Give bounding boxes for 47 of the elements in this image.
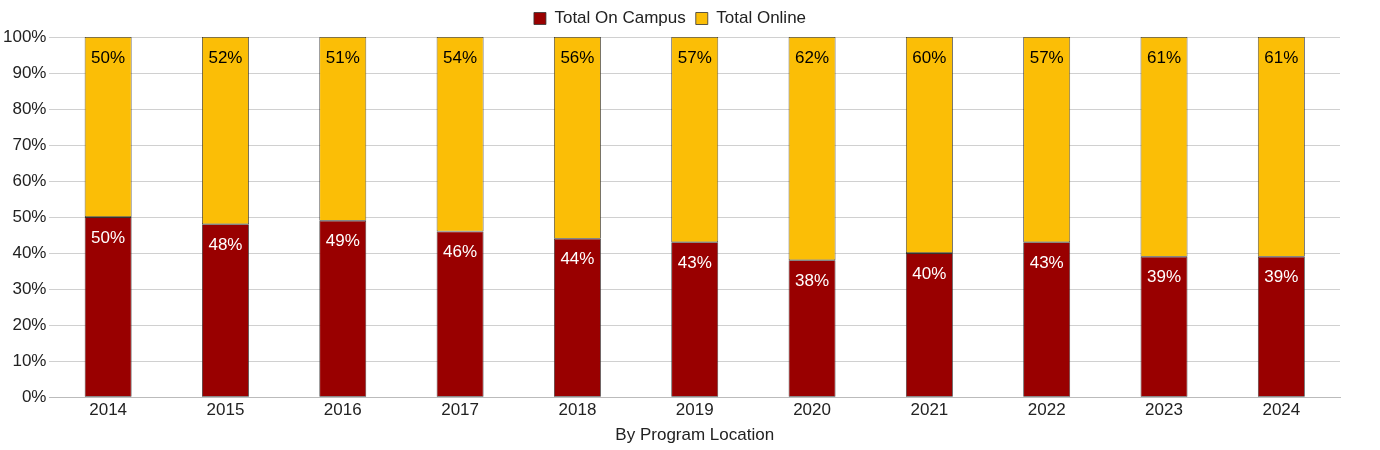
x-tick-label: 2017 (441, 400, 480, 420)
y-tick-label: 90% (12, 62, 47, 82)
data-label: 46% (443, 242, 478, 262)
data-label: 51% (325, 47, 360, 67)
data-label: 39% (1264, 267, 1299, 287)
y-tick-label: 70% (12, 134, 47, 154)
data-label: 61% (1147, 47, 1182, 67)
y-tick-label: 20% (12, 314, 47, 334)
data-label: 48% (208, 234, 243, 254)
data-label: 52% (208, 47, 243, 67)
y-tick-label: 10% (12, 350, 47, 370)
data-label: 49% (325, 231, 360, 251)
y-tick-label: 100% (3, 26, 47, 46)
x-axis-title: By Program Location (615, 425, 775, 445)
legend-label: Total Online (716, 8, 807, 28)
x-tick-label: 2018 (558, 400, 597, 420)
y-tick-label: 0% (21, 386, 47, 406)
y-tick-label: 40% (12, 242, 47, 262)
data-label: 43% (677, 253, 712, 272)
x-tick-label: 2019 (675, 400, 714, 420)
x-tick-label: 2022 (1027, 400, 1066, 420)
data-label: 39% (1147, 267, 1182, 287)
x-tick-label: 2021 (910, 400, 949, 420)
legend-label: Total On Campus (554, 8, 686, 28)
data-label: 57% (677, 47, 712, 67)
y-tick-label: 60% (12, 170, 47, 190)
y-tick-label: 30% (12, 278, 47, 298)
x-tick-label: 2014 (89, 400, 128, 420)
y-tick-label: 50% (12, 206, 47, 226)
data-label: 57% (1029, 47, 1064, 67)
data-label: 56% (560, 47, 595, 67)
data-label: 62% (795, 47, 830, 67)
x-tick-label: 2015 (206, 400, 245, 420)
data-label: 54% (443, 47, 478, 67)
data-label: 60% (912, 47, 947, 67)
x-tick-label: 2020 (793, 400, 831, 420)
data-label: 50% (91, 227, 126, 247)
data-label: 40% (912, 263, 947, 283)
data-label: 61% (1264, 47, 1299, 67)
y-tick-label: 80% (12, 98, 47, 118)
x-tick-label: 2016 (323, 400, 362, 420)
data-label: 44% (560, 249, 595, 269)
x-tick-label: 2023 (1145, 400, 1183, 420)
x-tick-label: 2024 (1262, 400, 1301, 420)
data-label: 38% (795, 271, 830, 291)
data-label: 50% (91, 47, 126, 67)
data-label: 43% (1029, 253, 1064, 272)
